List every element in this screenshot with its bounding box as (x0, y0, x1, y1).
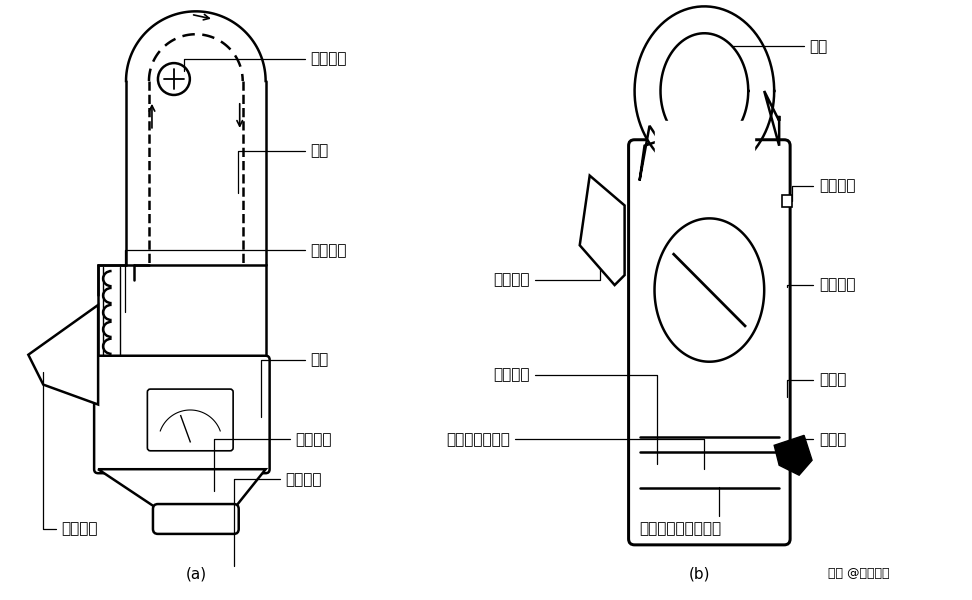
Circle shape (188, 481, 204, 497)
Bar (98, 265, 265, 360)
Circle shape (696, 454, 722, 480)
Text: 头条 @电工学堂: 头条 @电工学堂 (828, 567, 889, 580)
Text: 保持开关: 保持开关 (792, 178, 855, 200)
Polygon shape (654, 218, 764, 362)
Polygon shape (764, 91, 780, 146)
FancyBboxPatch shape (153, 504, 239, 534)
Polygon shape (579, 176, 625, 285)
Circle shape (745, 454, 770, 480)
Text: 被试导线: 被试导线 (184, 52, 347, 71)
Text: 胶木手柄: 胶木手柄 (233, 472, 322, 566)
Text: 量程开关: 量程开关 (214, 432, 332, 491)
Bar (647, 374, 771, 425)
Text: 铁芯开关: 铁芯开关 (44, 373, 98, 536)
FancyBboxPatch shape (148, 389, 233, 451)
Text: 旋转开关: 旋转开关 (787, 278, 855, 293)
Text: (a): (a) (186, 566, 206, 581)
Text: 绝缘测试附件接口端: 绝缘测试附件接口端 (640, 487, 721, 536)
Polygon shape (661, 33, 748, 149)
Text: 钳头扳机: 钳头扳机 (494, 233, 600, 287)
Text: 表头: 表头 (260, 352, 329, 417)
Circle shape (648, 454, 675, 480)
Polygon shape (774, 436, 812, 475)
Polygon shape (98, 469, 265, 509)
Bar (782, 196, 792, 208)
Text: 铁芯: 铁芯 (238, 143, 329, 193)
Text: 二次绕组: 二次绕组 (125, 243, 347, 312)
Text: 电压电阻输入端: 电压电阻输入端 (446, 432, 705, 469)
Polygon shape (28, 305, 98, 404)
Text: 手提带: 手提带 (794, 432, 847, 452)
Bar (642, 154, 777, 449)
FancyBboxPatch shape (629, 140, 790, 545)
Bar (651, 377, 767, 421)
Bar (654, 121, 754, 185)
Text: 钳头: 钳头 (724, 38, 827, 53)
Polygon shape (640, 126, 660, 181)
Text: (b): (b) (688, 566, 711, 581)
Circle shape (187, 494, 205, 512)
Circle shape (157, 63, 190, 95)
Text: 公共地端: 公共地端 (494, 367, 656, 464)
Text: 显示器: 显示器 (787, 372, 847, 397)
FancyBboxPatch shape (94, 356, 269, 473)
